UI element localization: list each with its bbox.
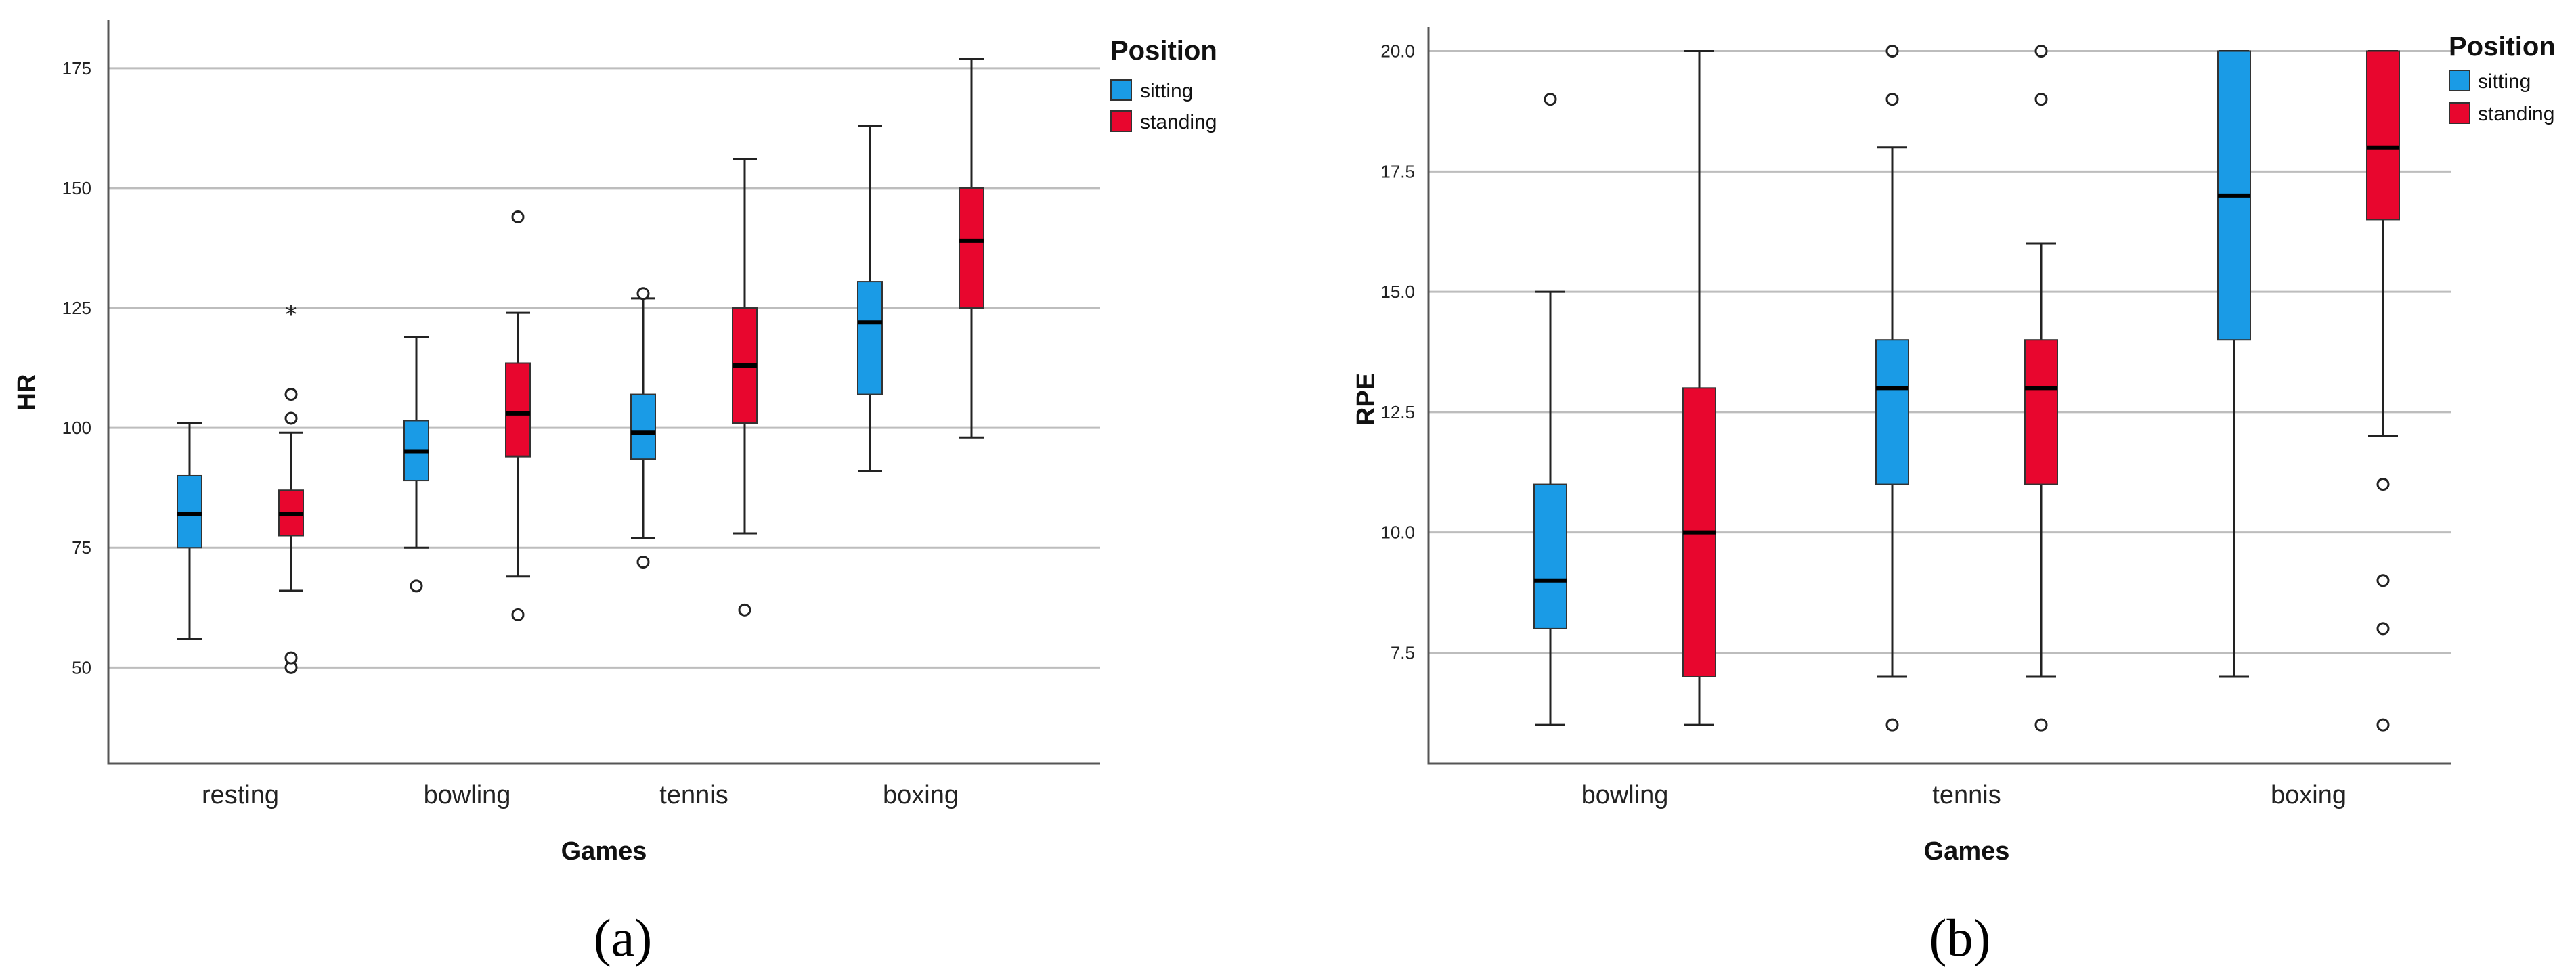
- box-standing-bowling: [1682, 50, 1716, 726]
- y-tick-label: 12.5: [1380, 402, 1415, 422]
- y-tick-label: 75: [72, 537, 91, 558]
- outlier-point: [511, 608, 525, 621]
- panel-a-y-tick-labels: 50 75 100 125 150 175: [62, 58, 91, 677]
- box-iqr: [177, 474, 202, 549]
- x-category-label: boxing: [883, 781, 959, 809]
- box-standing-tennis: [2024, 45, 2058, 732]
- x-category-label: bowling: [1581, 781, 1669, 809]
- outlier-point: [511, 210, 525, 223]
- outlier-point: [1885, 718, 1899, 732]
- panel-b-rpe-chart: 7.5 10.0 12.5 15.0 17.5 20.0 bowling tennis box…: [1352, 27, 2556, 967]
- panel-b-boxes: [1533, 45, 2400, 732]
- panel-a-gridlines: [108, 67, 1100, 669]
- panel-a-x-axis-label: Games: [561, 837, 647, 866]
- outlier-point: [1544, 93, 1557, 106]
- panel-b-y-axis-label: RPE: [1352, 373, 1380, 426]
- outlier-point: [2376, 478, 2390, 491]
- panel-b-legend-swatch-sitting: [2449, 70, 2470, 91]
- x-category-label: tennis: [1932, 781, 2001, 809]
- panel-a-legend-swatch-standing: [1110, 110, 1132, 132]
- y-tick-label: 7.5: [1391, 642, 1415, 663]
- panel-b-caption: (b): [1929, 908, 1991, 967]
- box-iqr: [2024, 339, 2058, 485]
- x-category-label: tennis: [659, 781, 728, 809]
- y-tick-label: 17.5: [1380, 161, 1415, 181]
- panel-a-legend-title: Position: [1110, 36, 1217, 66]
- outlier-point: [636, 555, 650, 569]
- box-sitting-resting: [177, 422, 202, 640]
- box-iqr: [1533, 483, 1567, 629]
- y-tick-label: 15.0: [1380, 282, 1415, 302]
- box-iqr: [857, 281, 883, 395]
- panel-b-x-axis-label: Games: [1924, 837, 2010, 866]
- outlier-point: [284, 411, 298, 425]
- x-category-label: bowling: [424, 781, 511, 809]
- panel-a-legend-label-sitting: sitting: [1140, 80, 1193, 102]
- box-standing-tennis: [732, 158, 758, 617]
- box-standing-boxing: [2366, 50, 2400, 732]
- panel-a-boxes: *: [177, 58, 984, 674]
- panel-b-legend-title: Position: [2449, 32, 2556, 62]
- outlier-point: [284, 388, 298, 401]
- box-iqr: [1875, 339, 1909, 485]
- box-standing-boxing: [959, 58, 984, 439]
- box-iqr: [2366, 50, 2400, 221]
- y-tick-label: 150: [62, 178, 91, 198]
- box-sitting-boxing: [2217, 50, 2251, 678]
- panel-b-axes: [1427, 27, 2451, 765]
- y-tick-label: 10.0: [1380, 522, 1415, 543]
- panel-b-y-tick-labels: 7.5 10.0 12.5 15.0 17.5 20.0: [1380, 41, 1415, 663]
- outlier-point: [1885, 93, 1899, 106]
- box-sitting-tennis: [1875, 45, 1909, 732]
- outlier-point: [2034, 45, 2048, 58]
- outlier-point: [284, 651, 298, 665]
- panel-a-caption: (a): [594, 908, 653, 967]
- y-tick-label: 175: [62, 58, 91, 79]
- x-category-label: boxing: [2271, 781, 2346, 809]
- box-sitting-bowling: [1533, 93, 1567, 726]
- outlier-point: [1885, 45, 1899, 58]
- panel-a-legend: Position sitting standing: [1110, 36, 1217, 133]
- outlier-point: [2376, 622, 2390, 636]
- panel-a-category-labels: resting bowling tennis boxing: [202, 781, 959, 809]
- panel-a-legend-swatch-sitting: [1110, 79, 1132, 101]
- y-tick-label: 20.0: [1380, 41, 1415, 62]
- x-category-label: resting: [202, 781, 279, 809]
- outlier-point: [636, 287, 650, 300]
- panel-a-hr-chart: 50 75 100 125 150 175 resting bowling tennis box…: [13, 20, 1217, 967]
- outlier-point: [2376, 574, 2390, 587]
- box-sitting-tennis: [630, 287, 656, 569]
- panel-b-legend: Position sitting standing: [2449, 32, 2556, 125]
- box-sitting-boxing: [857, 125, 883, 472]
- panel-b-gridlines: [1428, 50, 2451, 654]
- box-iqr: [630, 393, 656, 460]
- y-tick-label: 50: [72, 657, 91, 677]
- outlier-point: [2034, 718, 2048, 732]
- panel-a-axes: [107, 20, 1100, 765]
- panel-b-legend-label-sitting: sitting: [2478, 70, 2531, 93]
- panel-a-legend-label-standing: standing: [1140, 111, 1217, 133]
- panel-a-y-axis-label: HR: [13, 374, 41, 411]
- y-tick-label: 100: [62, 418, 91, 438]
- extreme-point: *: [286, 301, 297, 328]
- outlier-point: [2376, 718, 2390, 732]
- box-iqr: [959, 187, 984, 309]
- box-sitting-bowling: [403, 336, 429, 593]
- outlier-point: [410, 579, 423, 593]
- panel-b-category-labels: bowling tennis boxing: [1581, 781, 2346, 809]
- panel-b-legend-swatch-standing: [2449, 102, 2470, 124]
- y-tick-label: 125: [62, 298, 91, 318]
- box-standing-bowling: [505, 210, 531, 621]
- panel-b-legend-label-standing: standing: [2478, 103, 2554, 125]
- box-iqr: [505, 362, 531, 458]
- outlier-point: [2034, 93, 2048, 106]
- box-standing-resting: *: [278, 301, 304, 674]
- outlier-point: [738, 603, 751, 617]
